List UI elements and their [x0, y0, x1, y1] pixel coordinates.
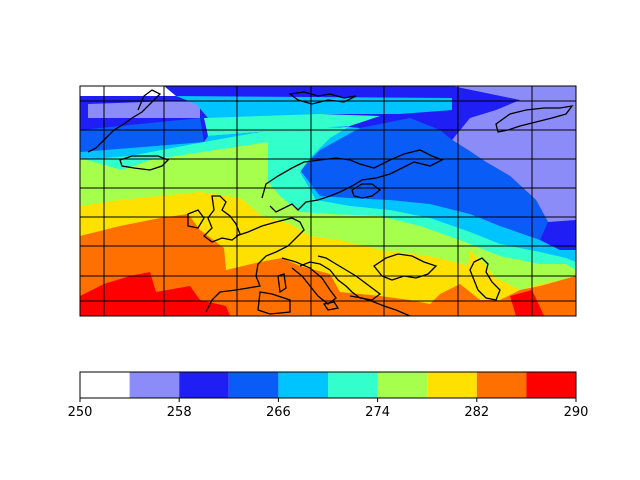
field-band-254-west [88, 100, 200, 118]
coast-caspian [469, 257, 501, 301]
field-band-286-east [510, 290, 544, 316]
colorbar-tick-label: 250 [68, 405, 93, 420]
colorbar-segment [179, 372, 229, 398]
coast-black-sea [373, 253, 438, 281]
colorbar-segment [476, 372, 527, 398]
coast-continental-west [205, 217, 305, 313]
colorbar-segment [526, 372, 576, 398]
colorbar-segment [377, 372, 428, 398]
coast-greenland [87, 89, 162, 153]
colorbar-tick-label: 258 [167, 405, 192, 420]
colorbar-segment [278, 372, 328, 398]
coast-balkans [299, 255, 382, 301]
coast-great-britain [203, 195, 241, 243]
colorbar-segment [129, 372, 180, 398]
colorbar-segment [328, 372, 378, 398]
coast-iceland [119, 155, 170, 171]
coast-svalbard [288, 91, 357, 105]
colorbar-ticks: 250 258 266 274 282 290 [68, 398, 589, 420]
colorbar-tick-label: 290 [564, 405, 589, 420]
coast-scandinavia [261, 149, 444, 213]
coastlines [87, 89, 574, 316]
temperature-field [80, 86, 576, 316]
field-band-282 [80, 214, 576, 316]
coast-anatolia [349, 295, 411, 316]
colorbar-segment [427, 372, 477, 398]
coast-baltic [351, 183, 382, 199]
colorbar-tick-label: 274 [365, 405, 390, 420]
colorbar-tick-label: 282 [464, 405, 489, 420]
field-band-286-west [80, 272, 230, 316]
colorbar-tick-label: 266 [266, 405, 291, 420]
coast-sardinia [277, 273, 287, 294]
colorbar-frame [79, 371, 577, 399]
map-gridlines [80, 86, 576, 316]
field-band-262-west [80, 118, 204, 152]
field-band-250 [80, 86, 180, 96]
colorbar-segment [228, 372, 279, 398]
field-band-262-east [300, 118, 548, 240]
coast-ireland [187, 209, 205, 229]
coast-italy [281, 257, 337, 305]
colorbar-segment [80, 372, 130, 398]
map-frame [79, 85, 577, 317]
coast-sicily [322, 301, 340, 311]
coast-iberia-south [257, 291, 291, 315]
colorbar [79, 371, 577, 399]
